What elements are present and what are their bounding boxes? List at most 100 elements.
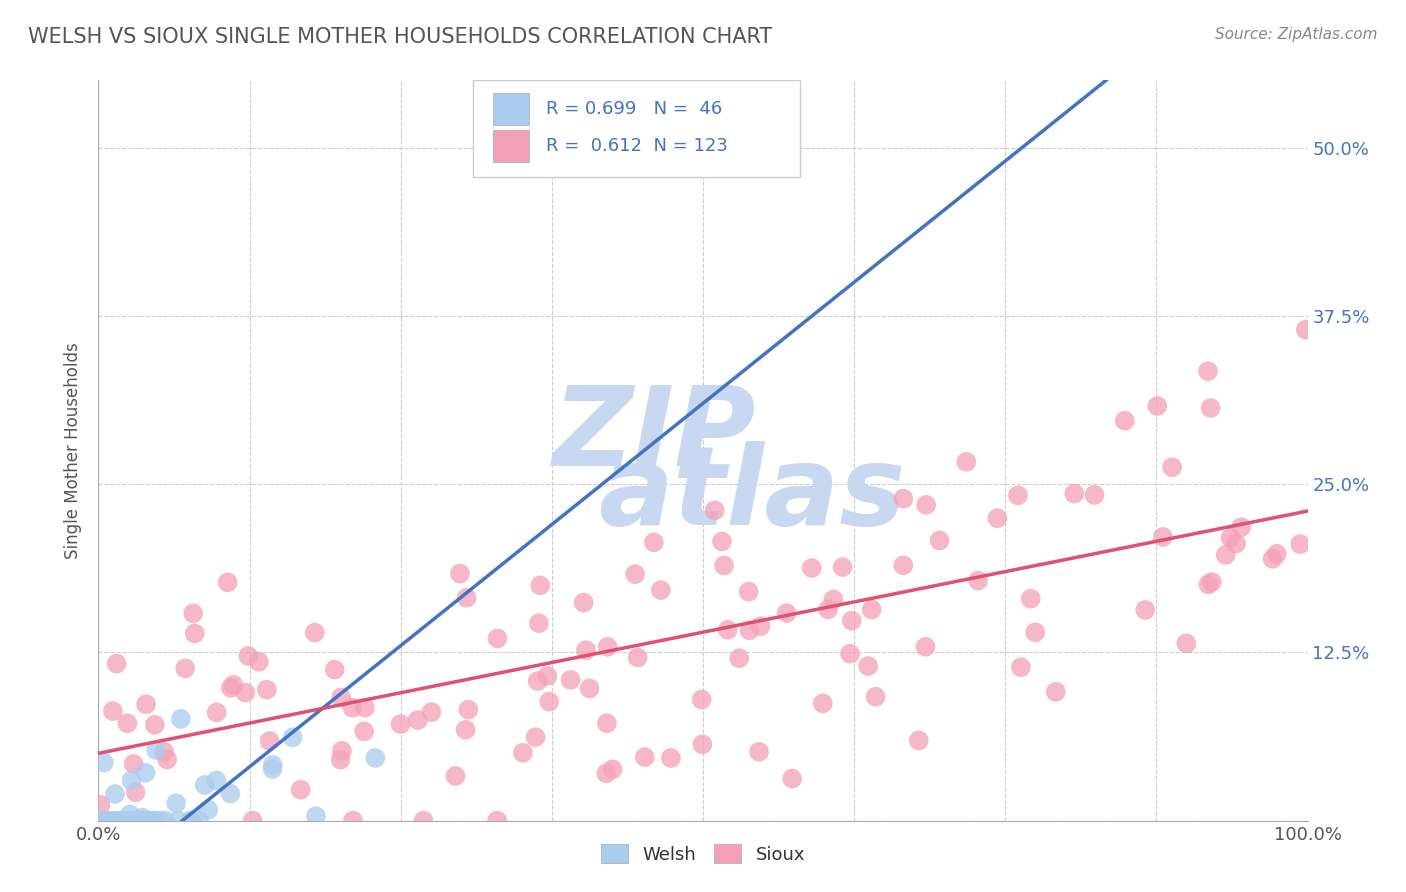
Point (986, 511, 1008, 525)
Point (153, 745, 176, 759)
Point (839, 647, 862, 661)
Point (1161, 460, 1184, 475)
Point (219, 787, 242, 801)
Point (110, 814, 132, 828)
Point (219, 681, 242, 695)
Point (856, 659, 879, 673)
Point (1219, 531, 1241, 545)
Point (89, 797, 111, 812)
Y-axis label: Single Mother Households: Single Mother Households (65, 343, 83, 558)
Point (526, 673, 548, 688)
Point (1295, 323, 1317, 337)
Point (717, 623, 740, 637)
Point (121, 814, 143, 828)
Point (596, 716, 619, 731)
Point (138, 814, 160, 828)
Point (242, 814, 264, 828)
Point (281, 731, 304, 745)
Point (1135, 603, 1157, 617)
Point (290, 782, 312, 797)
Point (710, 534, 733, 549)
Point (180, 814, 202, 828)
Point (118, 807, 141, 822)
Point (865, 690, 887, 704)
Point (131, 814, 153, 828)
Point (406, 713, 429, 727)
Point (811, 697, 834, 711)
Point (97, 814, 120, 828)
Point (93, 814, 115, 828)
Point (578, 681, 600, 696)
Point (748, 745, 770, 759)
Point (389, 717, 412, 731)
Point (364, 751, 387, 765)
Point (262, 762, 284, 776)
Point (174, 661, 197, 675)
Point (512, 746, 534, 760)
Text: ZIP: ZIP (553, 382, 756, 489)
Point (627, 650, 650, 665)
Point (205, 706, 228, 720)
Point (1084, 488, 1107, 502)
Point (134, 765, 156, 780)
Point (259, 734, 281, 748)
Point (575, 643, 598, 657)
Point (121, 773, 143, 788)
Point (624, 567, 647, 582)
Point (194, 778, 217, 792)
Point (454, 723, 477, 737)
Point (141, 814, 163, 828)
Point (156, 752, 179, 766)
Point (121, 814, 143, 828)
Point (112, 814, 135, 828)
Point (105, 657, 128, 671)
Point (304, 625, 326, 640)
Point (841, 614, 863, 628)
Point (634, 750, 657, 764)
Point (650, 583, 672, 598)
Point (342, 700, 364, 714)
Point (93, 756, 115, 770)
FancyBboxPatch shape (474, 80, 800, 177)
Point (342, 814, 364, 828)
Text: R =  0.612  N = 123: R = 0.612 N = 123 (546, 137, 728, 155)
Point (353, 724, 375, 739)
Point (1019, 591, 1042, 606)
Point (1024, 625, 1046, 640)
Point (205, 773, 228, 788)
Point (456, 591, 478, 605)
Point (104, 787, 127, 801)
Point (444, 769, 467, 783)
Point (728, 651, 751, 665)
Point (132, 814, 155, 828)
Point (831, 560, 853, 574)
Point (93, 814, 115, 828)
Point (101, 704, 124, 718)
Point (536, 669, 558, 683)
Point (170, 712, 193, 726)
Text: R = 0.699   N =  46: R = 0.699 N = 46 (546, 100, 723, 118)
Point (891, 558, 914, 573)
Point (749, 619, 772, 633)
Point (713, 558, 735, 573)
Point (138, 814, 160, 828)
FancyBboxPatch shape (492, 130, 529, 162)
Point (692, 737, 714, 751)
Point (486, 632, 509, 646)
Point (449, 566, 471, 581)
Point (135, 698, 157, 712)
Point (967, 574, 990, 588)
Point (420, 705, 443, 719)
Point (1201, 575, 1223, 590)
Point (596, 640, 619, 654)
Point (955, 455, 977, 469)
Point (217, 575, 239, 590)
Point (145, 743, 167, 757)
Point (143, 718, 166, 732)
Point (89, 814, 111, 828)
Point (560, 673, 582, 687)
Point (238, 648, 260, 663)
Point (659, 751, 682, 765)
Point (529, 578, 551, 592)
FancyBboxPatch shape (492, 93, 529, 126)
